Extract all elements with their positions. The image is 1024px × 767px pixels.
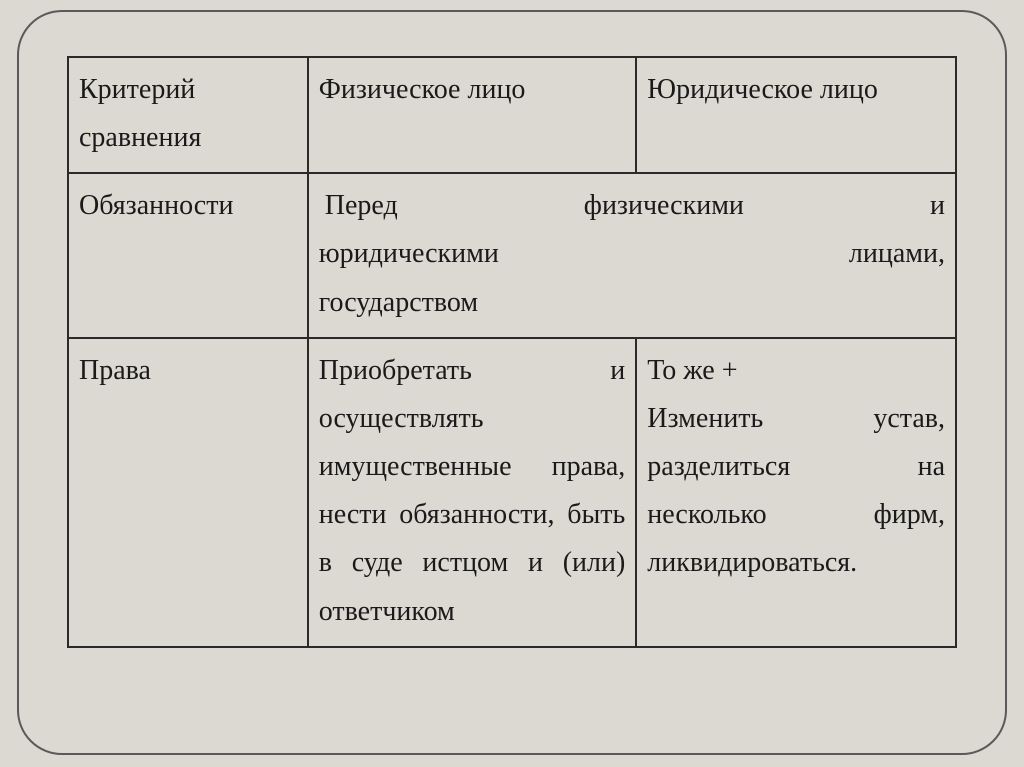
rights-legal-line2: Изменить устав, разделиться на несколько… [647,395,945,588]
comparison-table: Критерий сравнения Физическое лицо Юриди… [67,56,957,648]
merged-line: юридическими лицами, [319,230,945,278]
header-legal: Юридическое лицо [636,57,956,173]
table-row: Обязанности Перед физическими и юридичес… [68,173,956,337]
header-physical: Физическое лицо [308,57,637,173]
cell-rights-legal: То же + Изменить устав, разделиться на н… [636,338,956,647]
cell-rights-label: Права [68,338,308,647]
table-row: Критерий сравнения Физическое лицо Юриди… [68,57,956,173]
merged-line: государством [319,279,945,327]
cell-duties-merged: Перед физическими и юридическими лицами,… [308,173,956,337]
rights-legal-line1: То же + [647,355,737,386]
merged-line: Перед физическими и [319,182,945,230]
slide-frame: Критерий сравнения Физическое лицо Юриди… [17,10,1007,755]
cell-rights-physical: Приобретать и осуществлять имущественные… [308,338,637,647]
cell-duties-label: Обязанности [68,173,308,337]
table-row: Права Приобретать и осуществлять имущест… [68,338,956,647]
header-criterion: Критерий сравнения [68,57,308,173]
